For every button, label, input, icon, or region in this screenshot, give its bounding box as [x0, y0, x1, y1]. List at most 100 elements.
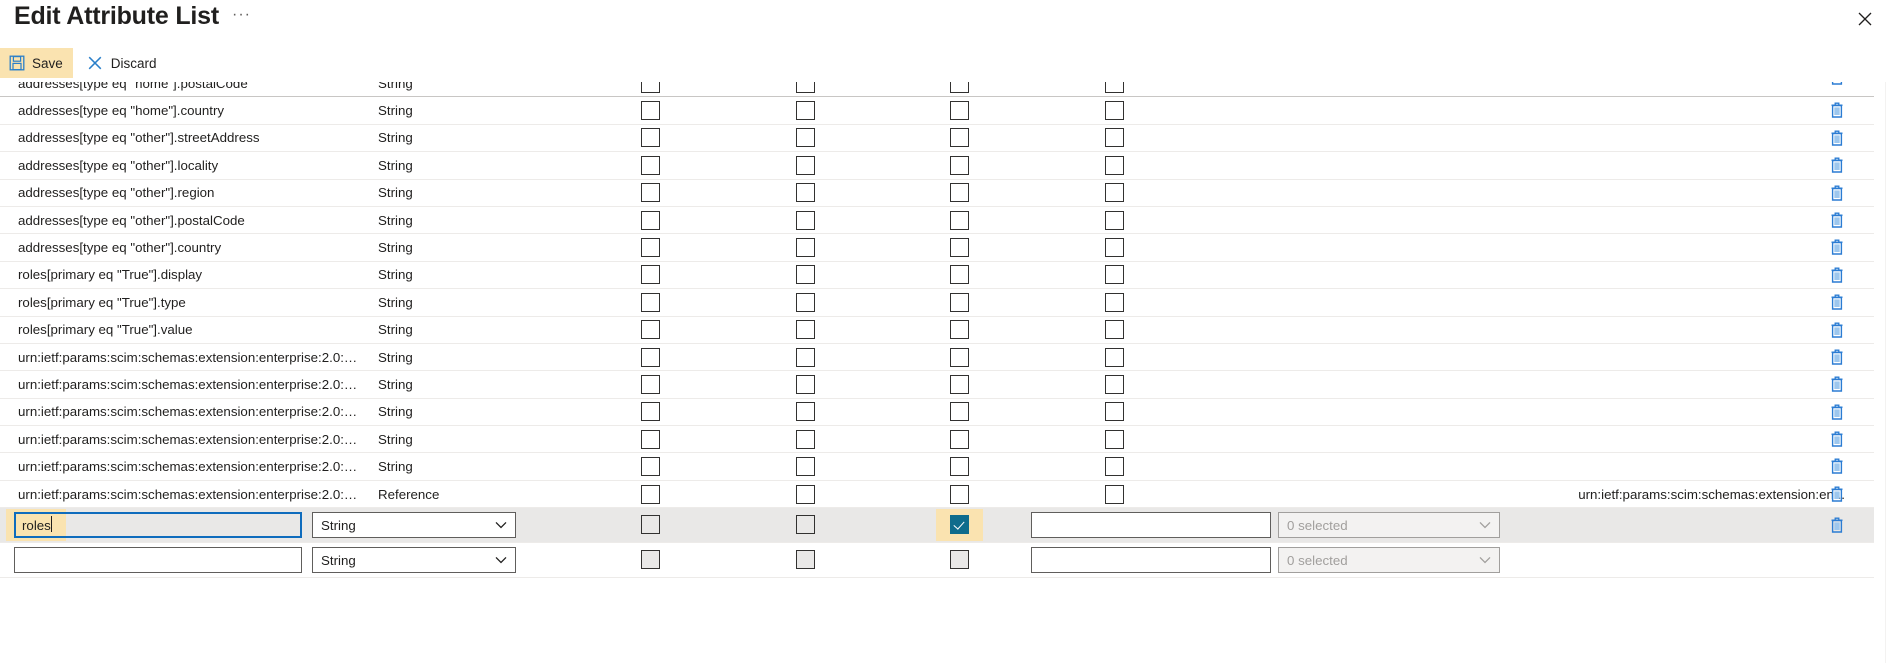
- checkbox-column-4[interactable]: [1105, 429, 1124, 449]
- attribute-value-input[interactable]: [1031, 547, 1271, 574]
- checkbox-column-4[interactable]: [1105, 82, 1124, 93]
- delete-row-icon[interactable]: [1829, 485, 1845, 503]
- checkbox-column-4[interactable]: [1105, 128, 1124, 148]
- checkbox-column-1[interactable]: [641, 238, 660, 258]
- checkbox-column-1[interactable]: [641, 265, 660, 285]
- checkbox-column-2[interactable]: [796, 210, 815, 230]
- save-button[interactable]: Save: [0, 48, 73, 78]
- checkbox-column-4[interactable]: [1105, 347, 1124, 367]
- table-row[interactable]: addresses[type eq "other"].postalCode St…: [0, 206, 1874, 235]
- checkbox-column-2[interactable]: [796, 347, 815, 367]
- checkbox-column-1[interactable]: [641, 320, 660, 340]
- checkbox-column-4[interactable]: [1105, 238, 1124, 258]
- checkbox-column-4[interactable]: [1105, 292, 1124, 312]
- checkbox-column-2[interactable]: [796, 183, 815, 203]
- table-row-editing[interactable]: String 0 selected: [0, 508, 1874, 544]
- checkbox-column-1[interactable]: [641, 347, 660, 367]
- checkbox-column-3[interactable]: [950, 515, 969, 535]
- attribute-type-select[interactable]: String: [312, 547, 516, 574]
- checkbox-column-4[interactable]: [1105, 457, 1124, 477]
- checkbox-column-1[interactable]: [641, 82, 660, 93]
- table-row[interactable]: urn:ietf:params:scim:schemas:extension:e…: [0, 343, 1874, 372]
- checkbox-column-2[interactable]: [796, 374, 815, 394]
- checkbox-column-3[interactable]: [950, 210, 969, 230]
- checkbox-column-3[interactable]: [950, 292, 969, 312]
- attribute-value-input[interactable]: [1031, 512, 1271, 539]
- attribute-type-select[interactable]: String: [312, 512, 516, 539]
- checkbox-column-1[interactable]: [641, 484, 660, 504]
- delete-row-icon[interactable]: [1829, 516, 1845, 534]
- checkbox-column-4[interactable]: [1105, 210, 1124, 230]
- table-row[interactable]: roles[primary eq "True"].value String: [0, 316, 1874, 344]
- table-row[interactable]: urn:ietf:params:scim:schemas:extension:e…: [0, 398, 1874, 427]
- checkbox-column-1[interactable]: [641, 374, 660, 394]
- checkbox-column-3[interactable]: [950, 183, 969, 203]
- table-row-new[interactable]: String 0 selected: [0, 543, 1874, 579]
- checkbox-column-3[interactable]: [950, 265, 969, 285]
- table-row[interactable]: urn:ietf:params:scim:schemas:extension:e…: [0, 453, 1874, 481]
- table-row[interactable]: addresses[type eq "other"].streetAddress…: [0, 124, 1874, 153]
- checkbox-column-4[interactable]: [1105, 183, 1124, 203]
- checkbox-column-4[interactable]: [1105, 320, 1124, 340]
- table-row[interactable]: addresses[type eq "other"].region String: [0, 179, 1874, 207]
- delete-row-icon[interactable]: [1829, 156, 1845, 174]
- delete-row-icon[interactable]: [1829, 348, 1845, 366]
- checkbox-column-3[interactable]: [950, 402, 969, 422]
- checkbox-column-1[interactable]: [641, 210, 660, 230]
- checkbox-column-2[interactable]: [796, 320, 815, 340]
- delete-row-icon[interactable]: [1829, 403, 1845, 421]
- checkbox-column-1[interactable]: [641, 515, 660, 535]
- delete-row-icon[interactable]: [1829, 293, 1845, 311]
- checkbox-column-4[interactable]: [1105, 374, 1124, 394]
- checkbox-column-2[interactable]: [796, 128, 815, 148]
- api-expression-multiselect[interactable]: 0 selected: [1278, 547, 1500, 574]
- checkbox-column-3[interactable]: [950, 155, 969, 175]
- checkbox-column-3[interactable]: [950, 238, 969, 258]
- checkbox-column-2[interactable]: [796, 292, 815, 312]
- checkbox-column-2[interactable]: [796, 82, 815, 93]
- checkbox-column-4[interactable]: [1105, 101, 1124, 121]
- checkbox-column-2[interactable]: [796, 402, 815, 422]
- table-row[interactable]: addresses[type eq "home"].country String: [0, 97, 1874, 125]
- more-options-icon[interactable]: ···: [232, 6, 251, 23]
- checkbox-column-1[interactable]: [641, 550, 660, 570]
- checkbox-column-1[interactable]: [641, 429, 660, 449]
- table-row[interactable]: urn:ietf:params:scim:schemas:extension:e…: [0, 371, 1874, 399]
- checkbox-column-2[interactable]: [796, 155, 815, 175]
- checkbox-column-4[interactable]: [1105, 484, 1124, 504]
- checkbox-column-2[interactable]: [796, 429, 815, 449]
- checkbox-column-3[interactable]: [950, 374, 969, 394]
- checkbox-column-2[interactable]: [796, 484, 815, 504]
- checkbox-column-3[interactable]: [950, 82, 969, 93]
- delete-row-icon[interactable]: [1829, 321, 1845, 339]
- close-icon[interactable]: [1852, 6, 1878, 32]
- delete-row-icon[interactable]: [1829, 238, 1845, 256]
- checkbox-column-1[interactable]: [641, 183, 660, 203]
- checkbox-column-1[interactable]: [641, 155, 660, 175]
- checkbox-column-1[interactable]: [641, 402, 660, 422]
- checkbox-column-3[interactable]: [950, 484, 969, 504]
- delete-row-icon[interactable]: [1829, 211, 1845, 229]
- checkbox-column-4[interactable]: [1105, 265, 1124, 285]
- checkbox-column-1[interactable]: [641, 292, 660, 312]
- checkbox-column-1[interactable]: [641, 128, 660, 148]
- checkbox-column-3[interactable]: [950, 457, 969, 477]
- checkbox-column-3[interactable]: [950, 320, 969, 340]
- checkbox-column-3[interactable]: [950, 550, 969, 570]
- table-row[interactable]: roles[primary eq "True"].display String: [0, 261, 1874, 290]
- table-row[interactable]: addresses[type eq "other"].locality Stri…: [0, 152, 1874, 180]
- checkbox-column-1[interactable]: [641, 101, 660, 121]
- discard-button[interactable]: Discard: [79, 48, 167, 78]
- table-row[interactable]: urn:ietf:params:scim:schemas:extension:e…: [0, 426, 1874, 454]
- delete-row-icon[interactable]: [1829, 430, 1845, 448]
- checkbox-column-3[interactable]: [950, 101, 969, 121]
- table-row[interactable]: addresses[type eq "home"].postalCode Str…: [0, 82, 1874, 98]
- checkbox-column-4[interactable]: [1105, 155, 1124, 175]
- vertical-scrollbar[interactable]: [1885, 82, 1896, 663]
- delete-row-icon[interactable]: [1829, 184, 1845, 202]
- delete-row-icon[interactable]: [1829, 101, 1845, 119]
- checkbox-column-1[interactable]: [641, 457, 660, 477]
- table-row[interactable]: urn:ietf:params:scim:schemas:extension:e…: [0, 480, 1874, 509]
- checkbox-column-2[interactable]: [796, 457, 815, 477]
- attribute-name-input[interactable]: [14, 547, 302, 574]
